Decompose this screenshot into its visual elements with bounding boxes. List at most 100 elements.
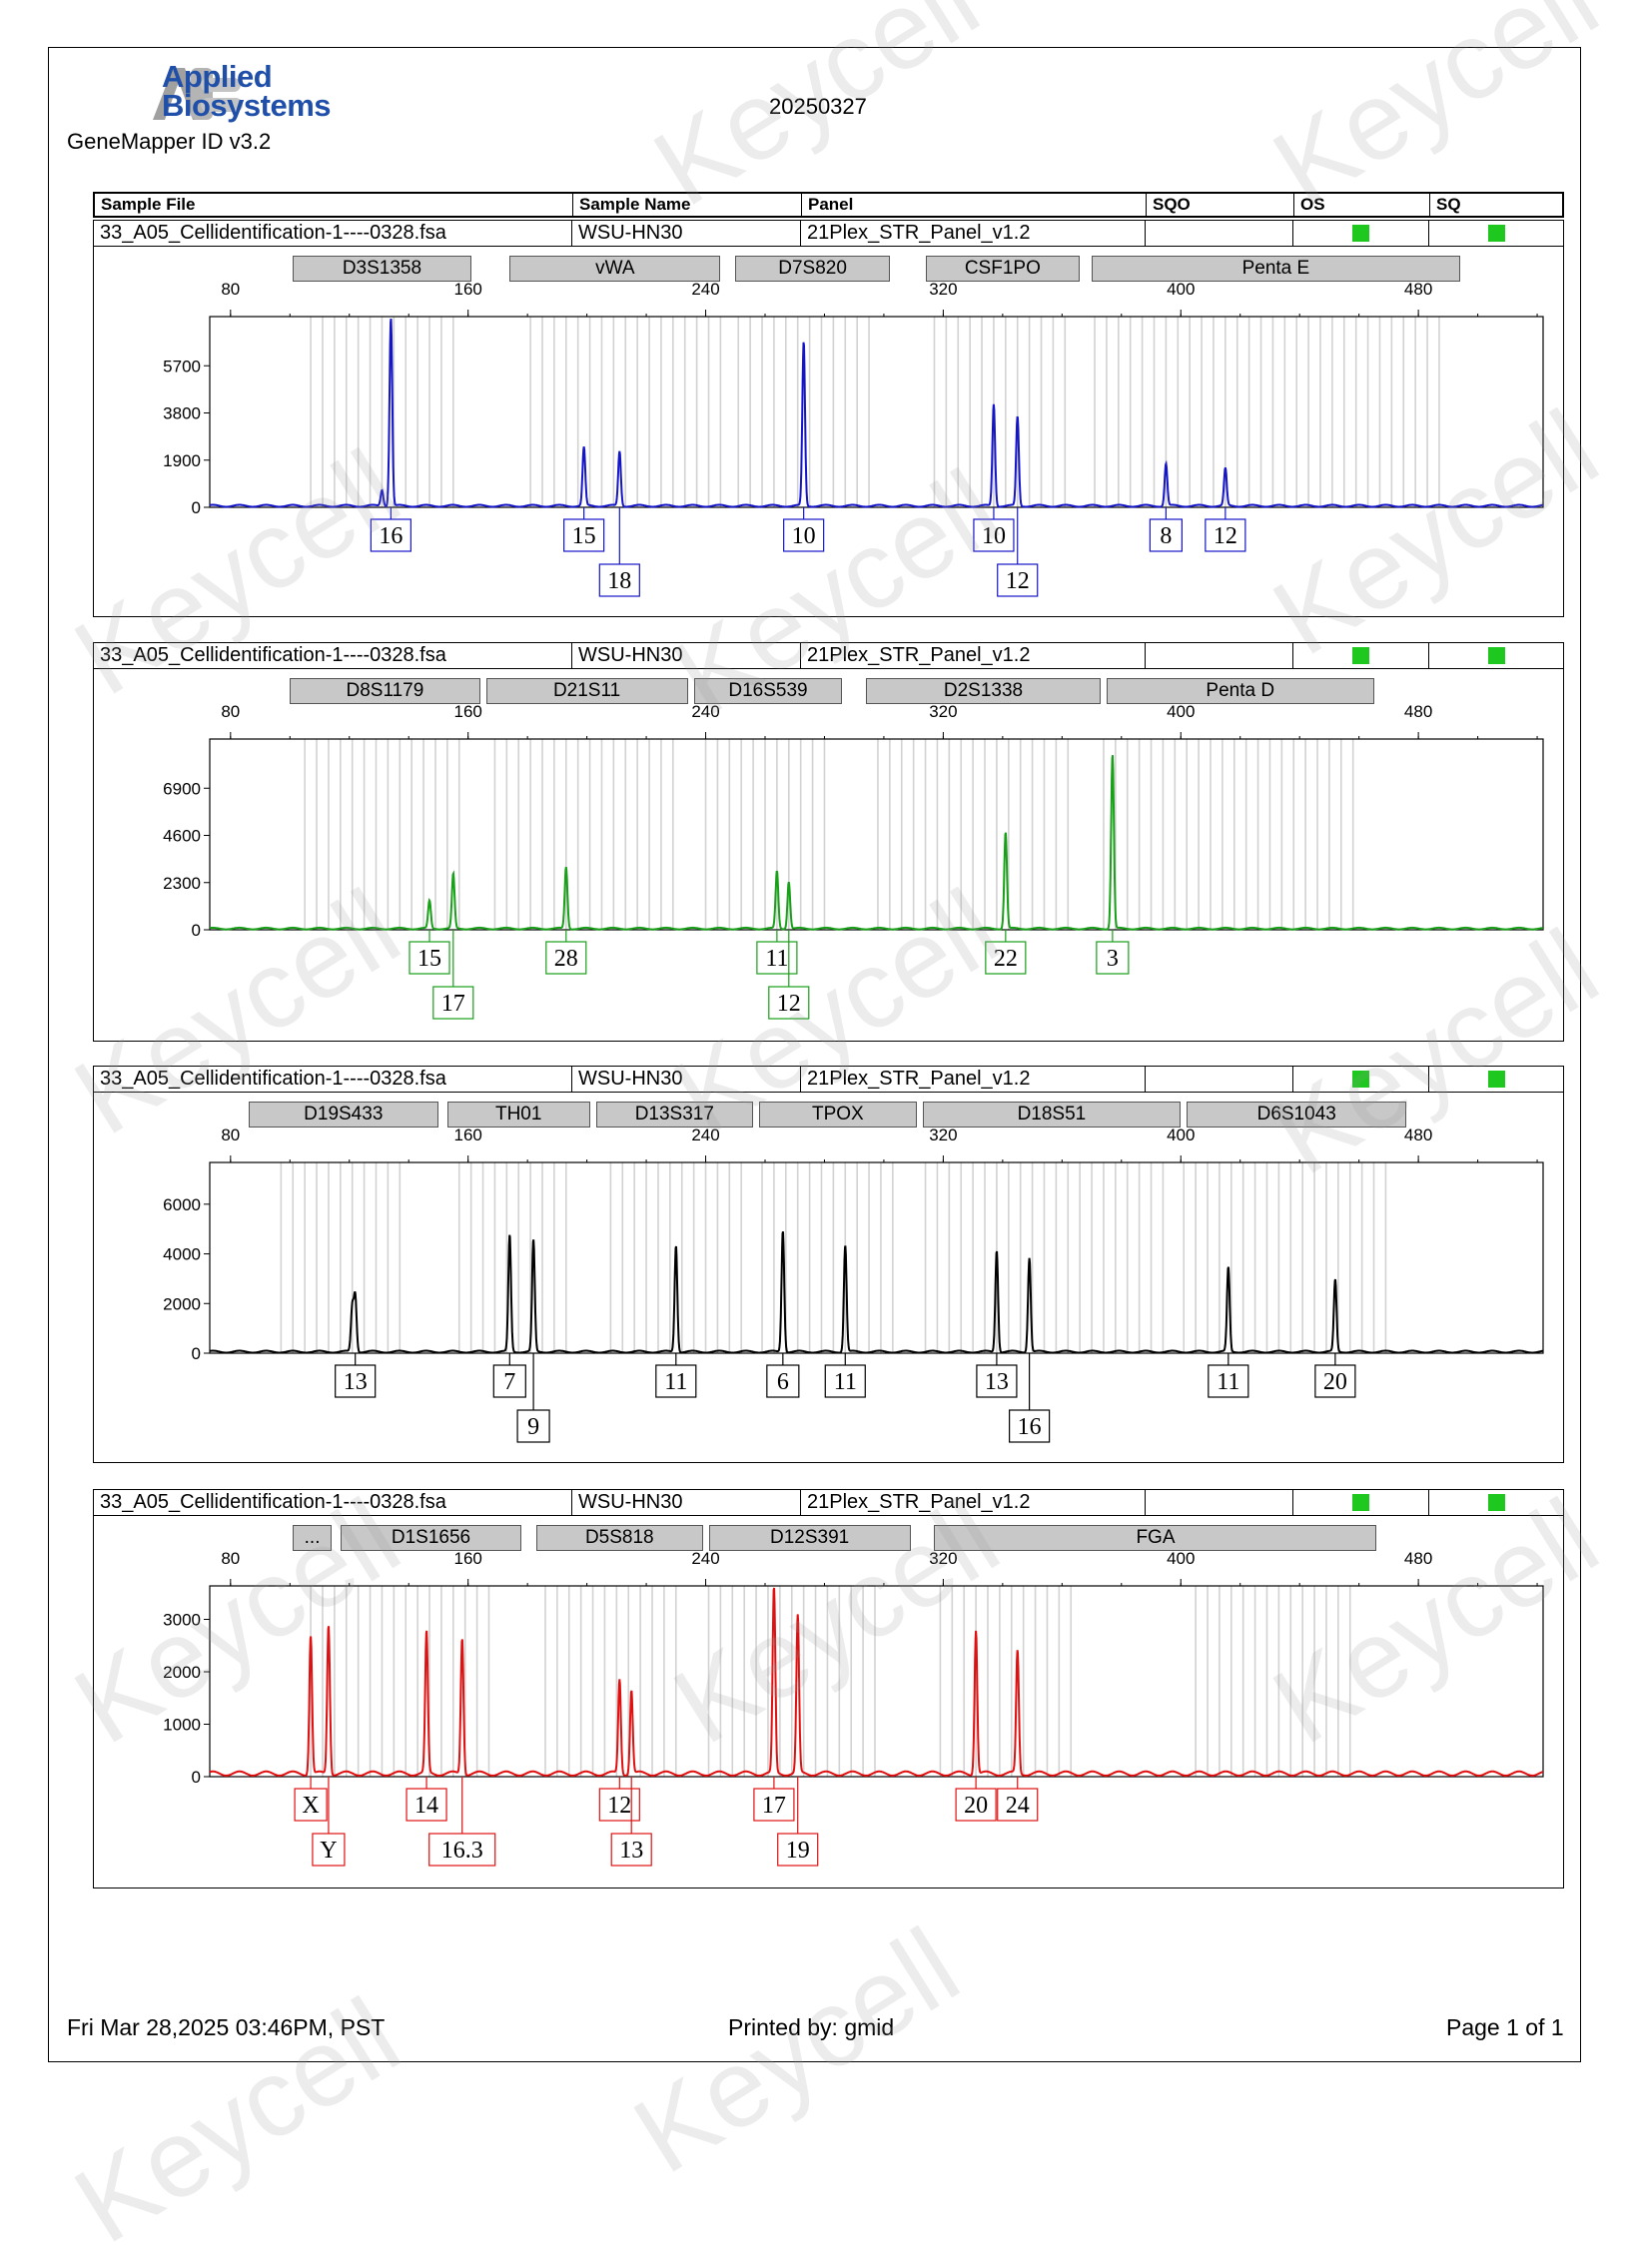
x-tick-label: 480 bbox=[1404, 1549, 1432, 1568]
marker-penta-d[interactable]: Penta D bbox=[1106, 678, 1374, 704]
y-tick-label: 3800 bbox=[163, 404, 201, 423]
allele-label: 11 bbox=[765, 946, 788, 972]
allele-call: 14 bbox=[406, 1777, 447, 1822]
marker-d18s51[interactable]: D18S51 bbox=[922, 1102, 1182, 1128]
marker-d3s1358[interactable]: D3S1358 bbox=[293, 256, 471, 282]
sample-row: 33_A05_Cellidentification-1----0328.fsa W… bbox=[94, 221, 1563, 247]
allele-label: 11 bbox=[1217, 1369, 1239, 1395]
marker-d21s11[interactable]: D21S11 bbox=[485, 678, 688, 704]
x-tick-label: 240 bbox=[691, 702, 719, 721]
allele-label: 12 bbox=[777, 991, 801, 1017]
plot-frame bbox=[209, 1161, 1544, 1354]
marker-csf1po[interactable]: CSF1PO bbox=[925, 256, 1081, 282]
allele-label: 10 bbox=[982, 523, 1006, 549]
column-sqo: SQO bbox=[1146, 194, 1293, 216]
allele-label: 12 bbox=[607, 1793, 631, 1819]
marker-d16s539[interactable]: D16S539 bbox=[693, 678, 843, 704]
allele-call: 17 bbox=[753, 1777, 795, 1822]
y-tick-label: 1000 bbox=[163, 1716, 201, 1735]
allele-call: 11 bbox=[756, 930, 798, 975]
marker-d6s1043[interactable]: D6S1043 bbox=[1187, 1102, 1407, 1128]
allele-call: 17 bbox=[432, 930, 474, 1020]
dye-panel-2: 33_A05_Cellidentification-1----0328.fsa W… bbox=[93, 642, 1564, 1042]
allele-call: X bbox=[294, 1777, 328, 1822]
dye-panel-4: 33_A05_Cellidentification-1----0328.fsa W… bbox=[93, 1489, 1564, 1889]
marker--[interactable]: ... bbox=[293, 1525, 332, 1551]
x-tick-label: 400 bbox=[1167, 1126, 1195, 1144]
marker-d7s820[interactable]: D7S820 bbox=[735, 256, 890, 282]
y-tick-label: 2000 bbox=[163, 1663, 201, 1682]
logo-line-1: Applied bbox=[162, 59, 273, 94]
sq-flag bbox=[1428, 643, 1563, 668]
allele-label: 7 bbox=[503, 1369, 515, 1395]
marker-d13s317[interactable]: D13S317 bbox=[595, 1102, 754, 1128]
run-date: 20250327 bbox=[769, 94, 867, 119]
allele-label: 20 bbox=[1323, 1369, 1347, 1395]
sample-name: WSU-HN30 bbox=[571, 1067, 800, 1092]
x-tick-label: 80 bbox=[221, 1126, 240, 1144]
print-timestamp: Fri Mar 28,2025 03:46PM, PST bbox=[67, 2014, 386, 2040]
allele-call: 12 bbox=[768, 930, 810, 1020]
marker-d19s433[interactable]: D19S433 bbox=[248, 1102, 438, 1128]
marker-vwa[interactable]: vWA bbox=[509, 256, 721, 282]
marker-th01[interactable]: TH01 bbox=[446, 1102, 590, 1128]
allele-label: 11 bbox=[664, 1369, 687, 1395]
electropherogram-plot: 80 160 240 320 400 480 0 1900 3800 5700 16 15 18 10 10… bbox=[163, 280, 1544, 597]
marker-d2s1338[interactable]: D2S1338 bbox=[866, 678, 1101, 704]
marker-fga[interactable]: FGA bbox=[934, 1525, 1377, 1551]
marker-d1s1656[interactable]: D1S1656 bbox=[340, 1525, 522, 1551]
y-tick-label: 0 bbox=[192, 921, 201, 940]
table-header: Sample File Sample Name Panel SQO OS SQ bbox=[93, 192, 1564, 218]
allele-call: 11 bbox=[824, 1353, 866, 1398]
sample-file: 33_A05_Cellidentification-1----0328.fsa bbox=[100, 1068, 446, 1090]
plot-frame bbox=[209, 738, 1544, 931]
y-tick-label: 0 bbox=[192, 1768, 201, 1787]
x-tick-label: 320 bbox=[929, 1549, 957, 1568]
allele-label: 8 bbox=[1160, 523, 1172, 549]
marker-d5s818[interactable]: D5S818 bbox=[536, 1525, 703, 1551]
allele-call: 11 bbox=[655, 1353, 697, 1398]
allele-label: 18 bbox=[607, 568, 631, 594]
sq-flag bbox=[1428, 221, 1563, 246]
sample-file: 33_A05_Cellidentification-1----0328.fsa bbox=[100, 222, 446, 244]
electropherogram-plot: 80 160 240 320 400 480 0 2000 4000 6000 13 79 11 6 11 1… bbox=[163, 1126, 1544, 1443]
os-quality-flag-icon bbox=[1352, 647, 1369, 664]
x-tick-label: 80 bbox=[221, 702, 240, 721]
x-tick-label: 320 bbox=[929, 702, 957, 721]
allele-call: 15 bbox=[408, 930, 450, 975]
sample-panel: 21Plex_STR_Panel_v1.2 bbox=[800, 221, 1145, 246]
os-flag bbox=[1292, 221, 1428, 246]
sample-name: WSU-HN30 bbox=[571, 1490, 800, 1515]
allele-call: 12 bbox=[997, 507, 1039, 597]
sq-flag bbox=[1428, 1067, 1563, 1092]
allele-label: 12 bbox=[1214, 523, 1237, 549]
y-tick-label: 2000 bbox=[163, 1294, 201, 1313]
marker-penta-e[interactable]: Penta E bbox=[1092, 256, 1460, 282]
signal-trace bbox=[209, 1230, 1544, 1354]
marker-tpox[interactable]: TPOX bbox=[759, 1102, 917, 1128]
sq-quality-flag-icon bbox=[1487, 647, 1505, 664]
allele-call: 12 bbox=[1205, 507, 1246, 552]
allele-label: 15 bbox=[572, 523, 596, 549]
y-tick-label: 3000 bbox=[163, 1611, 201, 1630]
marker-d12s391[interactable]: D12S391 bbox=[708, 1525, 911, 1551]
y-tick-label: 2300 bbox=[163, 874, 201, 893]
sample-panel: 21Plex_STR_Panel_v1.2 bbox=[800, 643, 1145, 668]
allele-call: 24 bbox=[997, 1777, 1039, 1822]
allele-call: 16 bbox=[1009, 1353, 1051, 1443]
allele-label: 11 bbox=[834, 1369, 857, 1395]
sample-panel: 21Plex_STR_Panel_v1.2 bbox=[800, 1490, 1145, 1515]
x-tick-label: 160 bbox=[453, 702, 481, 721]
marker-d8s1179[interactable]: D8S1179 bbox=[290, 678, 480, 704]
allele-label: Y bbox=[320, 1838, 337, 1864]
allele-label: 13 bbox=[344, 1369, 368, 1395]
applied-biosystems-logo bbox=[153, 68, 243, 120]
os-quality-flag-icon bbox=[1352, 1071, 1369, 1088]
y-tick-label: 4600 bbox=[163, 827, 201, 846]
x-tick-label: 80 bbox=[221, 280, 240, 299]
allele-label: 16.3 bbox=[441, 1838, 483, 1864]
y-tick-label: 4000 bbox=[163, 1245, 201, 1264]
allele-call: 13 bbox=[335, 1353, 377, 1398]
allele-label: 17 bbox=[762, 1793, 786, 1819]
allele-call: 15 bbox=[563, 507, 605, 552]
